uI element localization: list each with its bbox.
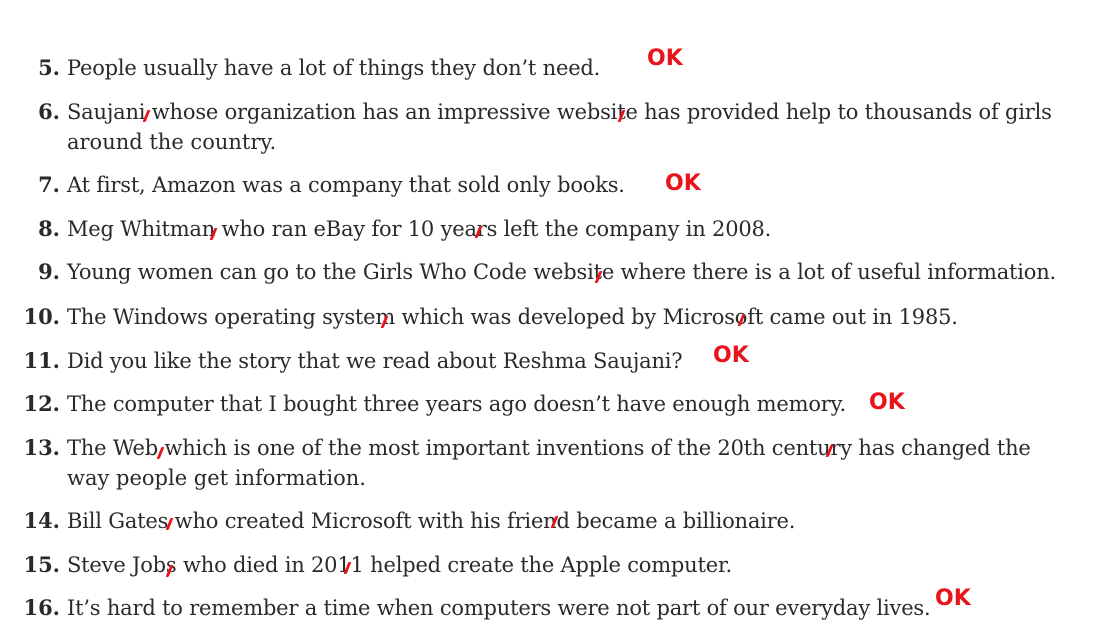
ok-mark: OK bbox=[869, 390, 905, 415]
item-sentence: Steve Jobs who died in 2011 helped creat… bbox=[67, 553, 732, 577]
item-sentence: Did you like the story that we read abou… bbox=[67, 349, 683, 373]
item-sentence: Meg Whitman who ran eBay for 10 years le… bbox=[67, 217, 772, 241]
item-sentence: Young women can go to the Girls Who Code… bbox=[67, 260, 1057, 284]
item-number: 11. bbox=[23, 348, 60, 373]
item-number: 8. bbox=[38, 216, 60, 241]
list-item-6: 6. Saujani whose organization has an imp… bbox=[0, 97, 1052, 157]
item-number: 7. bbox=[38, 172, 60, 197]
item-sentence: The Windows operating system which was d… bbox=[67, 305, 958, 329]
item-sentence-line-1: The Web which is one of the most importa… bbox=[67, 436, 1031, 460]
list-item-13: 13. The Web which is one of the most imp… bbox=[0, 433, 1040, 493]
item-sentence: The computer that I bought three years a… bbox=[67, 392, 846, 416]
ok-mark: OK bbox=[935, 586, 971, 611]
item-number: 13. bbox=[23, 435, 60, 460]
item-number: 14. bbox=[23, 508, 60, 533]
item-number: 15. bbox=[23, 552, 60, 577]
item-sentence-line-2: around the country. bbox=[67, 130, 277, 154]
item-number: 9. bbox=[38, 259, 60, 284]
ok-mark: OK bbox=[713, 343, 749, 368]
item-number: 12. bbox=[23, 391, 60, 416]
item-sentence: At first, Amazon was a company that sold… bbox=[67, 173, 625, 197]
item-sentence-line-1: Saujani whose organization has an impres… bbox=[67, 100, 1052, 124]
item-number: 16. bbox=[23, 595, 60, 620]
item-sentence: People usually have a lot of things they… bbox=[67, 56, 601, 80]
item-number: 5. bbox=[38, 55, 60, 80]
item-sentence: Bill Gates who created Microsoft with hi… bbox=[67, 509, 796, 533]
item-number: 10. bbox=[23, 304, 60, 329]
ok-mark: OK bbox=[647, 46, 683, 71]
item-number: 6. bbox=[38, 99, 60, 124]
item-sentence: It’s hard to remember a time when comput… bbox=[67, 596, 931, 620]
item-sentence-line-2: way people get information. bbox=[67, 466, 366, 490]
ok-mark: OK bbox=[665, 171, 701, 196]
